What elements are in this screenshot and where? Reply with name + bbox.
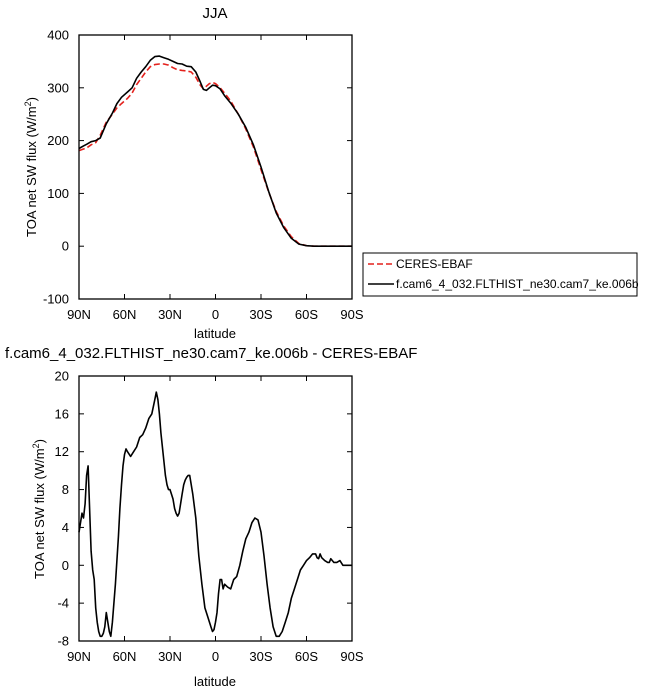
y-tick-label: 12	[55, 444, 69, 459]
legend-box	[362, 252, 638, 297]
legend: CERES-EBAF f.cam6_4_032.FLTHIST_ne30.cam…	[362, 252, 639, 297]
x-tick-label: 60N	[113, 649, 137, 664]
x-tick-label: 30N	[158, 307, 182, 322]
x-tick-label: 60S	[295, 649, 318, 664]
y-tick-label: 4	[62, 520, 69, 535]
bottom-y-axis-label: TOA net SW flux (W/m2)	[31, 439, 47, 579]
x-tick-label: 60S	[295, 307, 318, 322]
x-tick-label: 30N	[158, 649, 182, 664]
y-tick-label: -100	[43, 292, 69, 307]
top-plot-frame	[78, 34, 353, 300]
x-tick-label: 0	[212, 649, 219, 664]
legend-label-model: f.cam6_4_032.FLTHIST_ne30.cam7_ke.006b	[396, 277, 639, 291]
legend-label-ceres: CERES-EBAF	[396, 257, 473, 271]
series-line-ceres-ebaf	[78, 63, 352, 247]
x-tick-label: 90S	[340, 649, 363, 664]
x-tick-label: 0	[212, 307, 219, 322]
x-tick-label: 60N	[113, 307, 137, 322]
top-x-axis-label: latitude	[194, 326, 236, 341]
y-tick-label: 200	[47, 133, 69, 148]
y-tick-label: 16	[55, 406, 69, 421]
y-tick-label: 100	[47, 186, 69, 201]
top-panel: JJA -100 0 100 200 300 400 90N 60N 30N 0 30S 60S 90…	[23, 5, 364, 341]
y-tick-label: -4	[57, 596, 69, 611]
x-tick-label: 90N	[67, 649, 91, 664]
x-tick-label: 90S	[340, 307, 363, 322]
y-tick-label: 0	[62, 558, 69, 573]
y-tick-label: 300	[47, 80, 69, 95]
y-tick-label: 400	[47, 28, 69, 43]
x-tick-label: 30S	[249, 307, 272, 322]
y-tick-label: 8	[62, 482, 69, 497]
y-tick-label: 0	[62, 239, 69, 254]
bottom-x-axis-label: latitude	[194, 674, 236, 689]
bottom-chart-title: f.cam6_4_032.FLTHIST_ne30.cam7_ke.006b -…	[5, 345, 417, 362]
bottom-panel: f.cam6_4_032.FLTHIST_ne30.cam7_ke.006b -…	[5, 345, 417, 689]
y-tick-label: -8	[57, 634, 69, 649]
difference-line	[78, 391, 352, 638]
y-tick-label: 20	[55, 369, 69, 384]
x-tick-label: 90N	[67, 307, 91, 322]
x-tick-label: 30S	[249, 649, 272, 664]
top-y-axis-label: TOA net SW flux (W/m2)	[23, 97, 39, 237]
series-line-f-cam6-4-032-flthist-ne30-cam7-ke-006b	[78, 55, 352, 247]
top-chart-title: JJA	[202, 5, 227, 22]
